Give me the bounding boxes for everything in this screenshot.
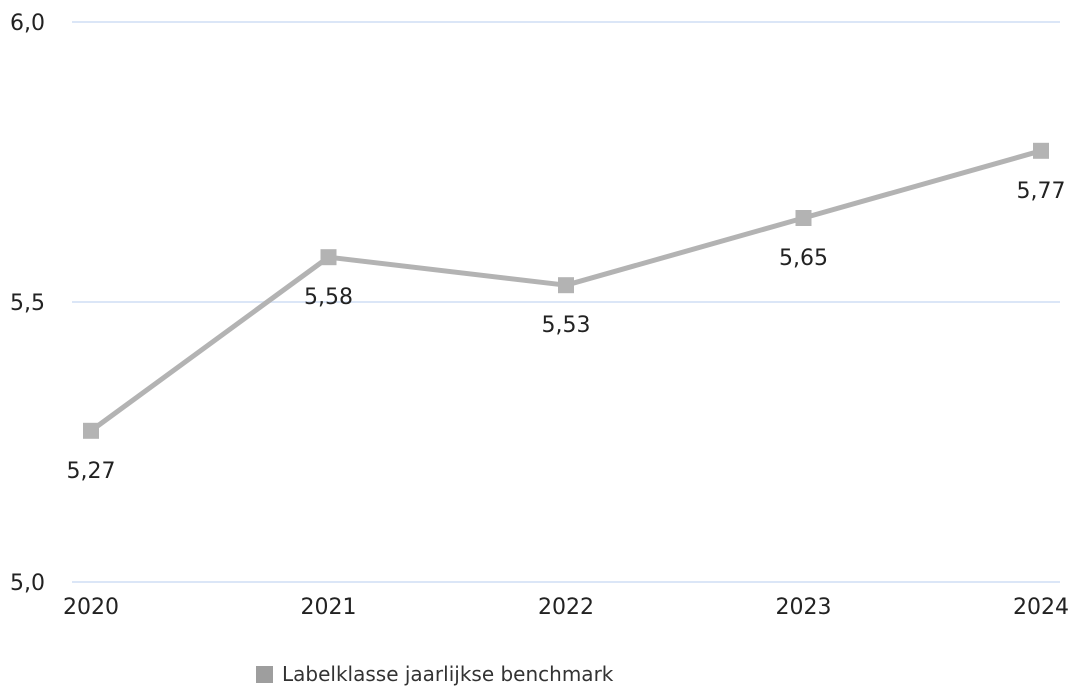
data-label: 5,65 — [779, 246, 828, 271]
legend-label: Labelklasse jaarlijkse benchmark — [282, 662, 614, 686]
y-tick-label: 5,0 — [10, 571, 45, 596]
x-tick-label: 2020 — [63, 595, 119, 620]
x-tick-label: 2023 — [776, 595, 832, 620]
y-axis-ticks: 6,0 5,5 5,0 — [10, 11, 45, 596]
y-tick-label: 6,0 — [10, 11, 45, 36]
grid-lines — [72, 21, 1060, 583]
data-label: 5,27 — [67, 459, 116, 484]
legend[interactable]: Labelklasse jaarlijkse benchmark — [256, 662, 613, 686]
data-point-marker[interactable] — [558, 277, 574, 294]
data-label: 5,58 — [304, 285, 353, 310]
x-axis-ticks: 2020 2021 2022 2023 2024 — [63, 595, 1069, 620]
data-point-marker[interactable] — [1033, 142, 1049, 159]
data-point-marker[interactable] — [795, 210, 812, 226]
data-point-marker[interactable] — [83, 422, 99, 439]
series-group — [83, 142, 1049, 439]
x-tick-label: 2022 — [538, 595, 594, 620]
x-tick-label: 2021 — [301, 595, 357, 620]
y-tick-label: 5,5 — [10, 291, 45, 316]
data-point-marker[interactable] — [320, 249, 337, 266]
legend-swatch-icon — [256, 665, 273, 683]
data-label: 5,53 — [542, 313, 591, 338]
x-tick-label: 2024 — [1013, 595, 1069, 620]
line-chart: 6,05,55,0 2020 2021 2022 2023 2024 5,275,585… — [10, 11, 1069, 620]
data-labels: 5,27 5,58 5,53 5,65 5,77 — [67, 179, 1066, 484]
data-label: 5,77 — [1017, 179, 1066, 204]
